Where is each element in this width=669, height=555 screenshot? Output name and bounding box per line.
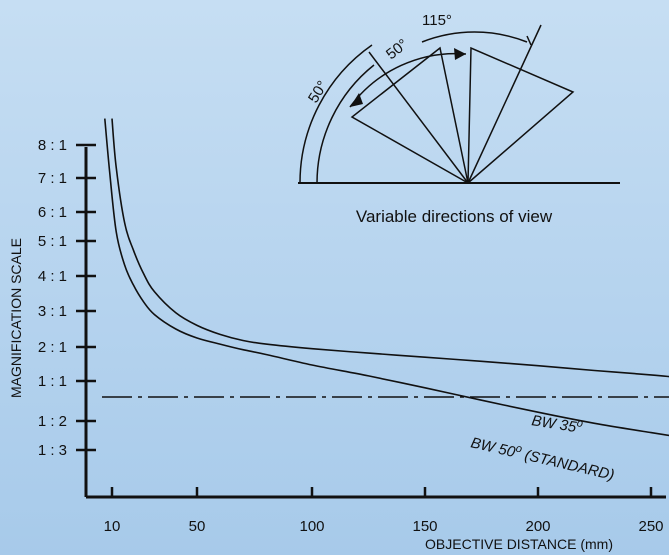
inset-middle-arc xyxy=(349,52,467,108)
x-axis-title: OBJECTIVE DISTANCE (mm) xyxy=(425,536,613,552)
y-tick-label: 1 : 1 xyxy=(38,373,67,390)
inset-arrowhead-right xyxy=(454,48,466,60)
y-tick-label: 1 : 2 xyxy=(38,413,67,430)
inset-top-arc xyxy=(421,31,528,43)
x-ticks: 10 50 100 150 200 250 xyxy=(104,487,664,535)
y-tick-label: 2 : 1 xyxy=(38,339,67,356)
inset-field-of-view-left xyxy=(350,46,469,184)
y-tick-label: 7 : 1 xyxy=(38,170,67,187)
inset-angle-label-115: 115° xyxy=(422,12,452,29)
inset-arrowhead-left xyxy=(350,93,363,107)
inset-sweep-boundary-left xyxy=(368,51,469,184)
x-tick-label: 250 xyxy=(638,518,663,535)
x-tick-label: 150 xyxy=(412,518,437,535)
inset-caption: Variable directions of view xyxy=(356,207,553,226)
y-tick-label: 3 : 1 xyxy=(38,303,67,320)
inset-top-arc-tick xyxy=(526,35,532,46)
inset-inner-arc xyxy=(316,64,375,184)
series-label-bw50: BW 50o (STANDARD) xyxy=(469,432,616,484)
inset-outer-arc xyxy=(299,44,373,184)
y-tick-label: 4 : 1 xyxy=(38,268,67,285)
x-tick-label: 200 xyxy=(525,518,550,535)
inset-angle-label-50-outer: 50° xyxy=(305,78,331,106)
series-line-bw35 xyxy=(111,118,669,378)
inset-field-of-view-right xyxy=(467,46,575,184)
view-direction-inset: 115° 50° 50° Variable directions of view xyxy=(298,12,620,226)
inset-angle-label-50-inner: 50° xyxy=(383,36,411,63)
y-tick-label: 8 : 1 xyxy=(38,137,67,154)
inset-sweep-boundary-right xyxy=(467,24,542,184)
y-tick-label: 6 : 1 xyxy=(38,204,67,221)
series-layer xyxy=(104,118,669,437)
x-tick-label: 10 xyxy=(104,518,121,535)
x-tick-label: 50 xyxy=(189,518,206,535)
y-ticks: 1 : 3 1 : 2 1 : 1 2 : 1 3 : 1 4 : 1 5 : 1 6 : 1… xyxy=(38,137,96,459)
y-axis-title: MAGNIFICATION SCALE xyxy=(8,238,24,398)
y-tick-label: 5 : 1 xyxy=(38,233,67,250)
series-label-bw35: BW 35o xyxy=(530,410,583,437)
y-tick-label: 1 : 3 xyxy=(38,442,67,459)
series-line-bw50 xyxy=(104,118,669,437)
x-tick-label: 100 xyxy=(299,518,324,535)
